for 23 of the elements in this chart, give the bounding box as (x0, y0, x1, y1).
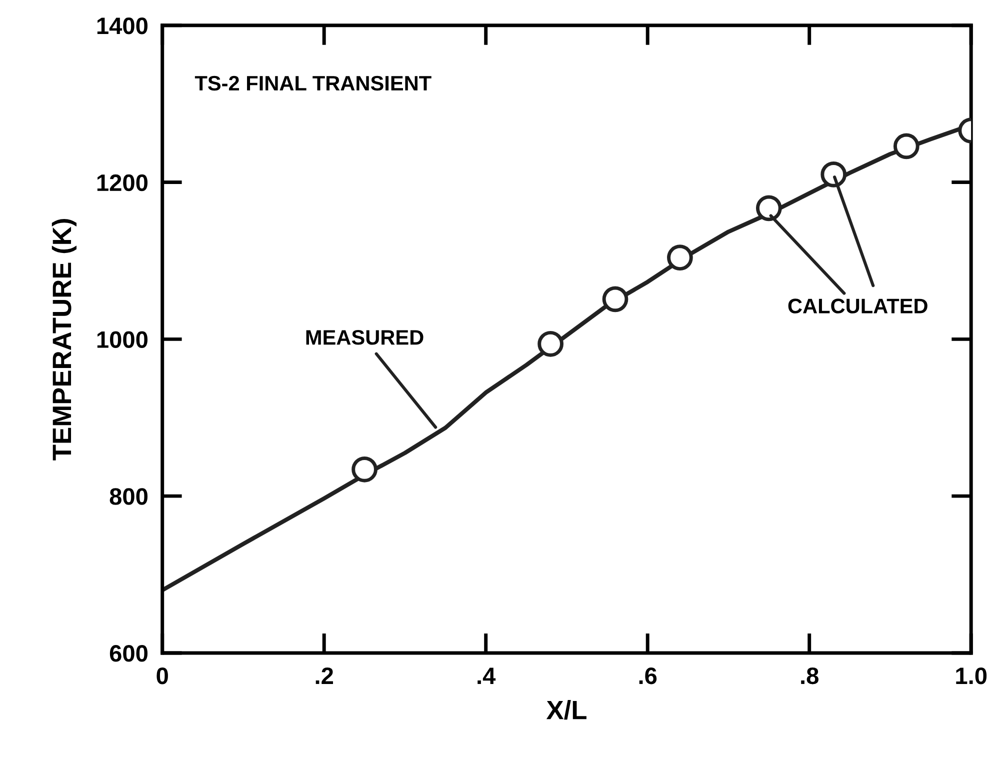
point (756, 195, 782, 222)
x-tick-label: .6 (639, 667, 657, 684)
annotation: MEASURED (306, 330, 424, 345)
y-tick-label: 1000 (97, 331, 148, 348)
x-tick-label: .8 (801, 667, 818, 684)
x-tick-label: 0 (156, 667, 168, 684)
point (893, 133, 920, 160)
point (602, 286, 628, 312)
point (667, 244, 693, 271)
point (352, 456, 378, 482)
x-tick-label: .4 (478, 668, 496, 684)
y-tick-label: 800 (110, 488, 148, 505)
text: TS-2 FINAL TRANSIENT (194, 76, 432, 91)
x-tick-label: .2 (316, 667, 333, 684)
y-tick-label: 1200 (97, 174, 148, 192)
point (538, 330, 564, 357)
x-tick-label: 1.0 (956, 667, 987, 684)
point (820, 162, 847, 188)
y-tick-label: 1400 (97, 17, 148, 34)
annotation: CALCULATED (788, 298, 928, 314)
x-axis-title: X/L (546, 700, 586, 720)
y-tick-label: 600 (110, 645, 148, 662)
y-axis-title: TEMPERATURE (K) (52, 219, 76, 460)
